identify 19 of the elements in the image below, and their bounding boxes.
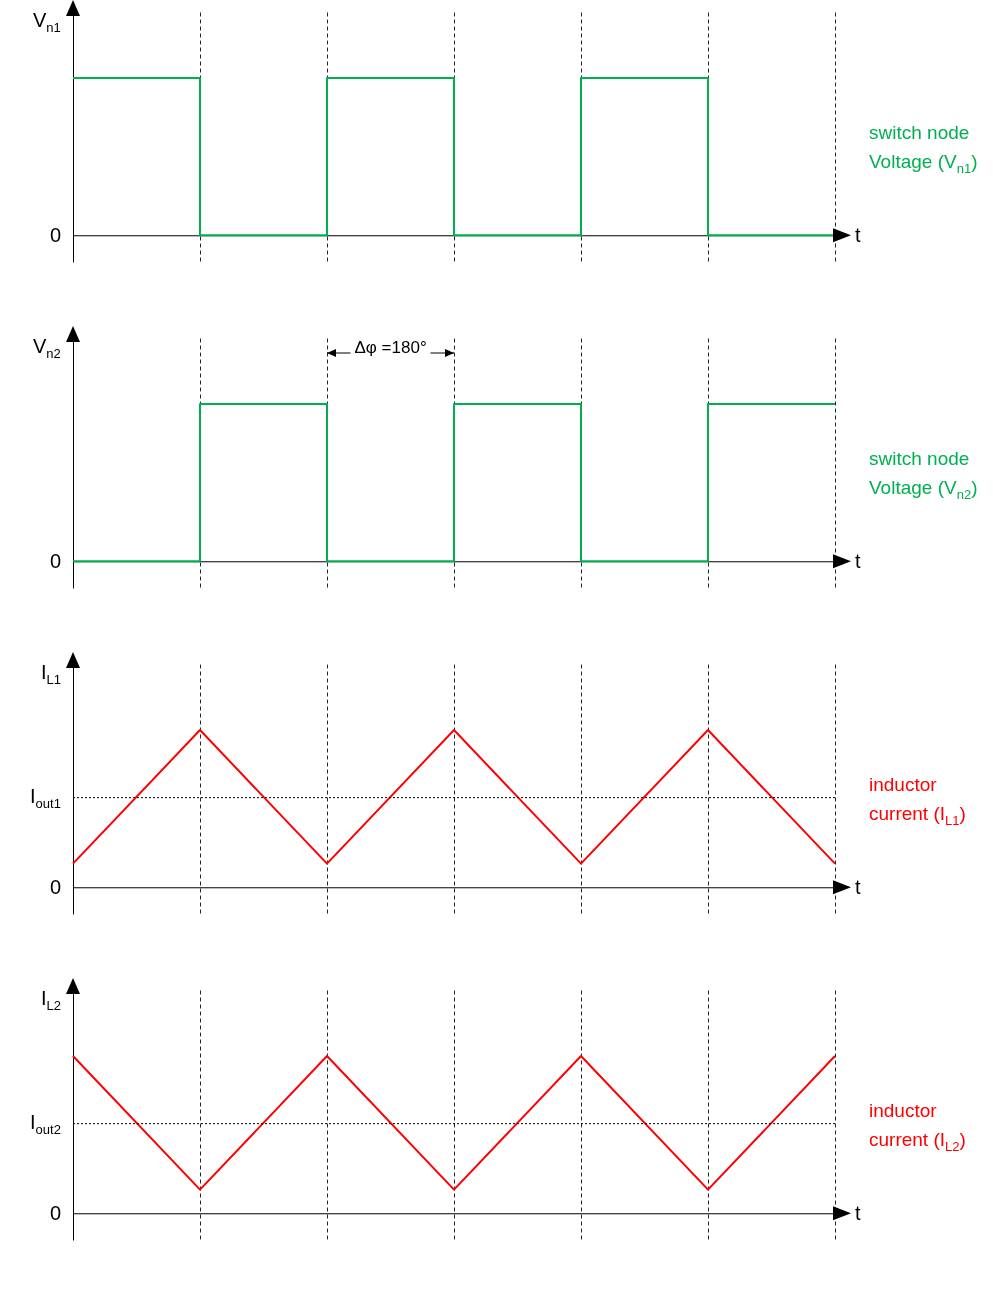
text: 0 bbox=[50, 876, 62, 899]
x-axis-title: t bbox=[855, 224, 861, 247]
text: inductor current (I$_{L2}$) bbox=[869, 1099, 967, 1156]
text: Δφ =180° bbox=[354, 337, 427, 357]
text: 0 bbox=[50, 1202, 62, 1225]
ref-line-label: I$_{out1}$ bbox=[30, 784, 61, 811]
y-axis-title: V$_{n1}$ bbox=[33, 9, 61, 35]
text: inductor current (I$_{L1}$) bbox=[869, 773, 967, 830]
y-axis-title: V$_{n2}$ bbox=[33, 335, 61, 361]
y-axis-title: I$_{L2}$ bbox=[41, 987, 62, 1013]
x-axis-title: t bbox=[855, 876, 861, 899]
text: 0 bbox=[50, 224, 62, 247]
text: switch node Voltage (V$_{n1}$) bbox=[869, 121, 979, 178]
x-axis-title: t bbox=[855, 1202, 861, 1225]
ref-line-label: I$_{out2}$ bbox=[30, 1110, 61, 1137]
y-axis-title: I$_{L1}$ bbox=[41, 661, 62, 687]
text: 0 bbox=[50, 550, 62, 573]
text: switch node Voltage (V$_{n2}$) bbox=[869, 447, 979, 504]
x-axis-title: t bbox=[855, 550, 861, 573]
